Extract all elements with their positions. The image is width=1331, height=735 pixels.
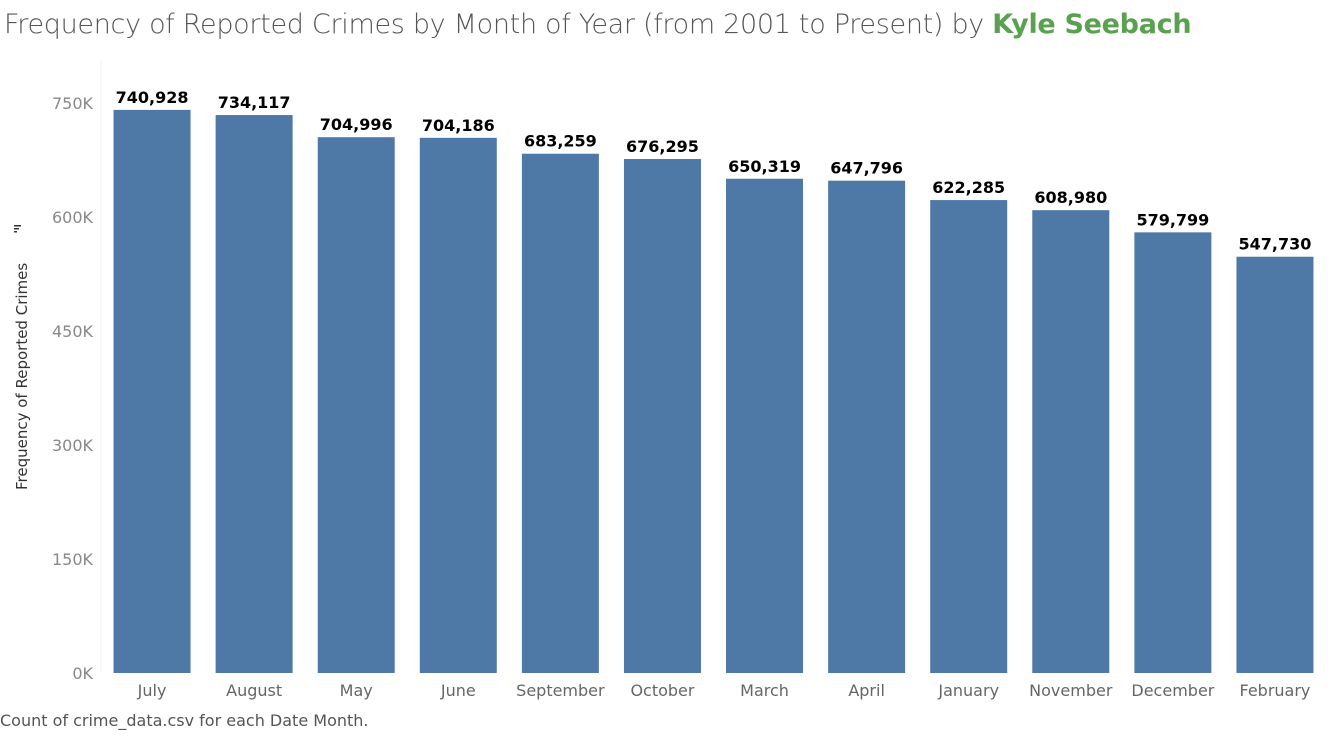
bar-april[interactable] — [828, 180, 906, 673]
data-label-june: 704,186 — [422, 116, 495, 135]
data-label-april: 647,796 — [830, 159, 903, 178]
x-tick-label-december: December — [1131, 681, 1214, 700]
bar-october[interactable] — [623, 159, 701, 673]
data-labels: 740,928 734,117 704,996 704,186 683,259 676,2… — [116, 88, 1312, 254]
x-tick-label-august: August — [226, 681, 282, 700]
y-axis: 0K 150K 300K 450K 600K 750K — [52, 60, 102, 683]
x-axis: July August May June September October March Ap… — [137, 681, 1311, 700]
bar-may[interactable] — [317, 137, 395, 674]
x-tick-label-november: November — [1029, 681, 1113, 700]
sort-descending-icon[interactable] — [14, 225, 21, 233]
data-label-september: 683,259 — [524, 132, 597, 151]
data-label-may: 704,996 — [320, 115, 393, 134]
chart-footnote: Count of crime_data.csv for each Date Mo… — [0, 711, 369, 730]
y-tick-label: 0K — [72, 664, 93, 683]
data-label-november: 608,980 — [1034, 188, 1107, 207]
x-tick-label-january: January — [937, 681, 999, 700]
y-tick-label: 300K — [52, 436, 94, 455]
bar-july[interactable] — [113, 109, 191, 674]
bar-february[interactable] — [1236, 256, 1314, 673]
y-axis-title: Frequency of Reported Crimes — [13, 263, 31, 490]
y-tick-label: 750K — [52, 94, 94, 113]
chart-title-text: Frequency of Reported Crimes by Month of… — [4, 9, 993, 40]
chart-title-author: Kyle Seebach — [992, 9, 1192, 40]
data-label-january: 622,285 — [932, 178, 1005, 197]
bar-november[interactable] — [1032, 210, 1110, 673]
x-tick-label-february: February — [1240, 681, 1311, 700]
bars — [113, 109, 1314, 674]
x-tick-label-october: October — [630, 681, 694, 700]
x-tick-label-april: April — [848, 681, 885, 700]
x-tick-label-may: May — [340, 681, 373, 700]
x-tick-label-september: September — [516, 681, 605, 700]
data-label-march: 650,319 — [728, 157, 801, 176]
bar-august[interactable] — [215, 115, 293, 673]
chart-title: Frequency of Reported Crimes by Month of… — [4, 9, 1192, 40]
y-tick-label: 450K — [52, 322, 94, 341]
data-label-august: 734,117 — [218, 93, 291, 112]
bar-june[interactable] — [419, 137, 497, 674]
data-label-february: 547,730 — [1239, 235, 1312, 254]
x-tick-label-july: July — [137, 681, 167, 700]
bar-september[interactable] — [521, 153, 599, 674]
y-tick-label: 600K — [52, 208, 94, 227]
bar-december[interactable] — [1134, 232, 1212, 673]
x-tick-label-june: June — [440, 681, 476, 700]
x-tick-label-march: March — [740, 681, 789, 700]
data-label-december: 579,799 — [1136, 210, 1209, 229]
data-label-october: 676,295 — [626, 137, 699, 156]
data-label-july: 740,928 — [116, 88, 189, 107]
bar-march[interactable] — [726, 178, 804, 673]
bar-january[interactable] — [930, 200, 1008, 673]
y-tick-label: 150K — [52, 550, 94, 569]
